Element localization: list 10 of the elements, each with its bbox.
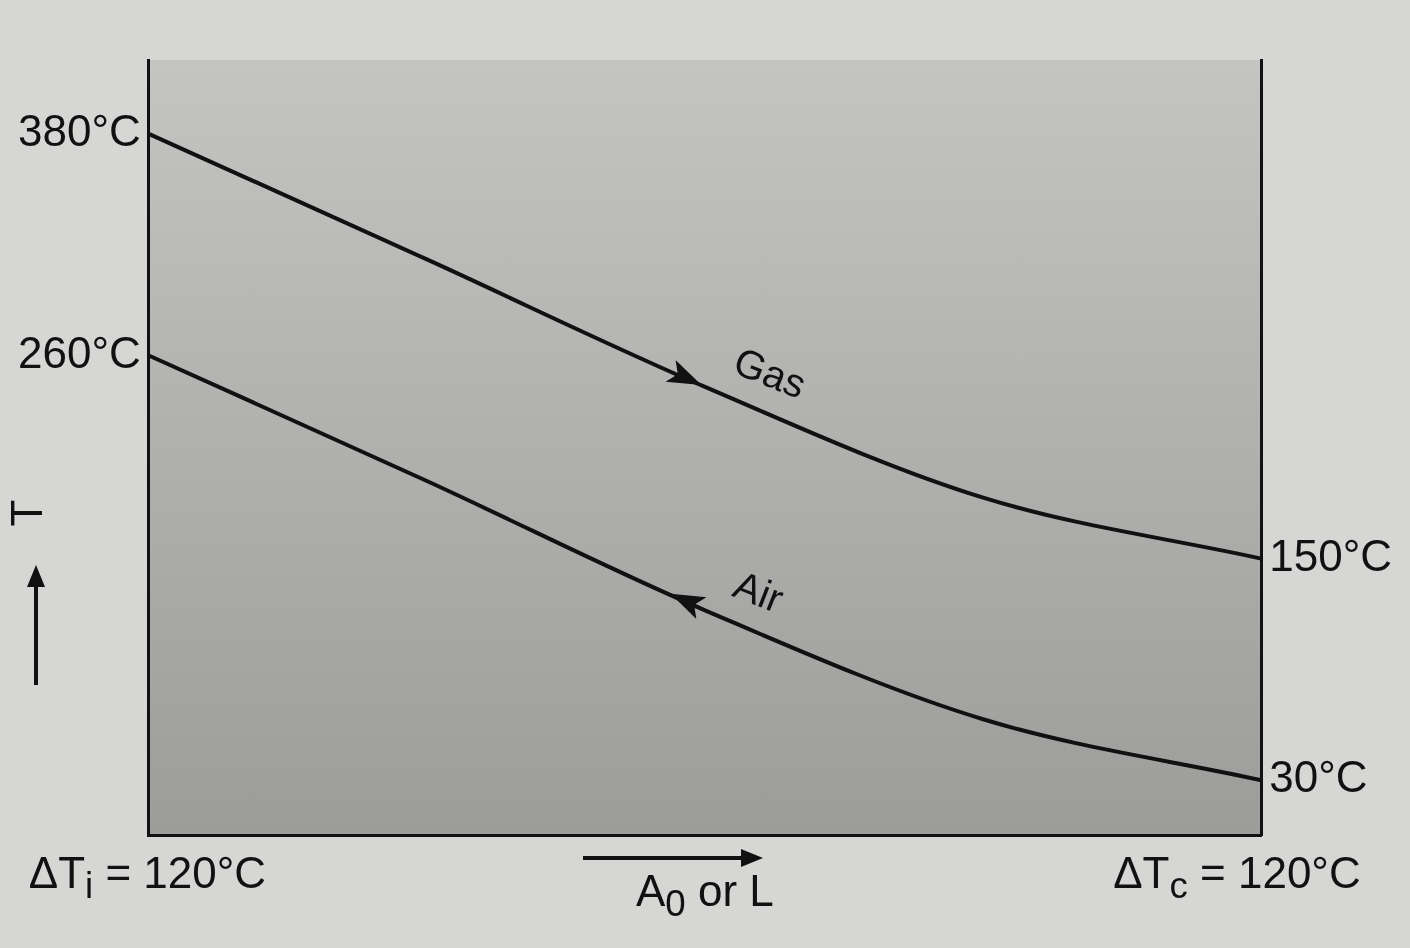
y-axis-title: T bbox=[2, 499, 53, 527]
y2-tick-label: 150°C bbox=[1269, 530, 1393, 580]
text: ΔT$_{c}$ = 120°C bbox=[1113, 847, 1361, 907]
y-tick-label: 260°C bbox=[17, 327, 141, 377]
legend-label: Gas bbox=[727, 338, 813, 407]
x-axis-title: A$_{0}$ or L bbox=[636, 865, 774, 925]
y2-tick-label: 30°C bbox=[1269, 752, 1368, 802]
legend-label: Air bbox=[727, 561, 790, 621]
text: ΔT$_{i}$ = 120°C bbox=[28, 847, 267, 907]
y-tick-label: 380°C bbox=[17, 106, 141, 156]
